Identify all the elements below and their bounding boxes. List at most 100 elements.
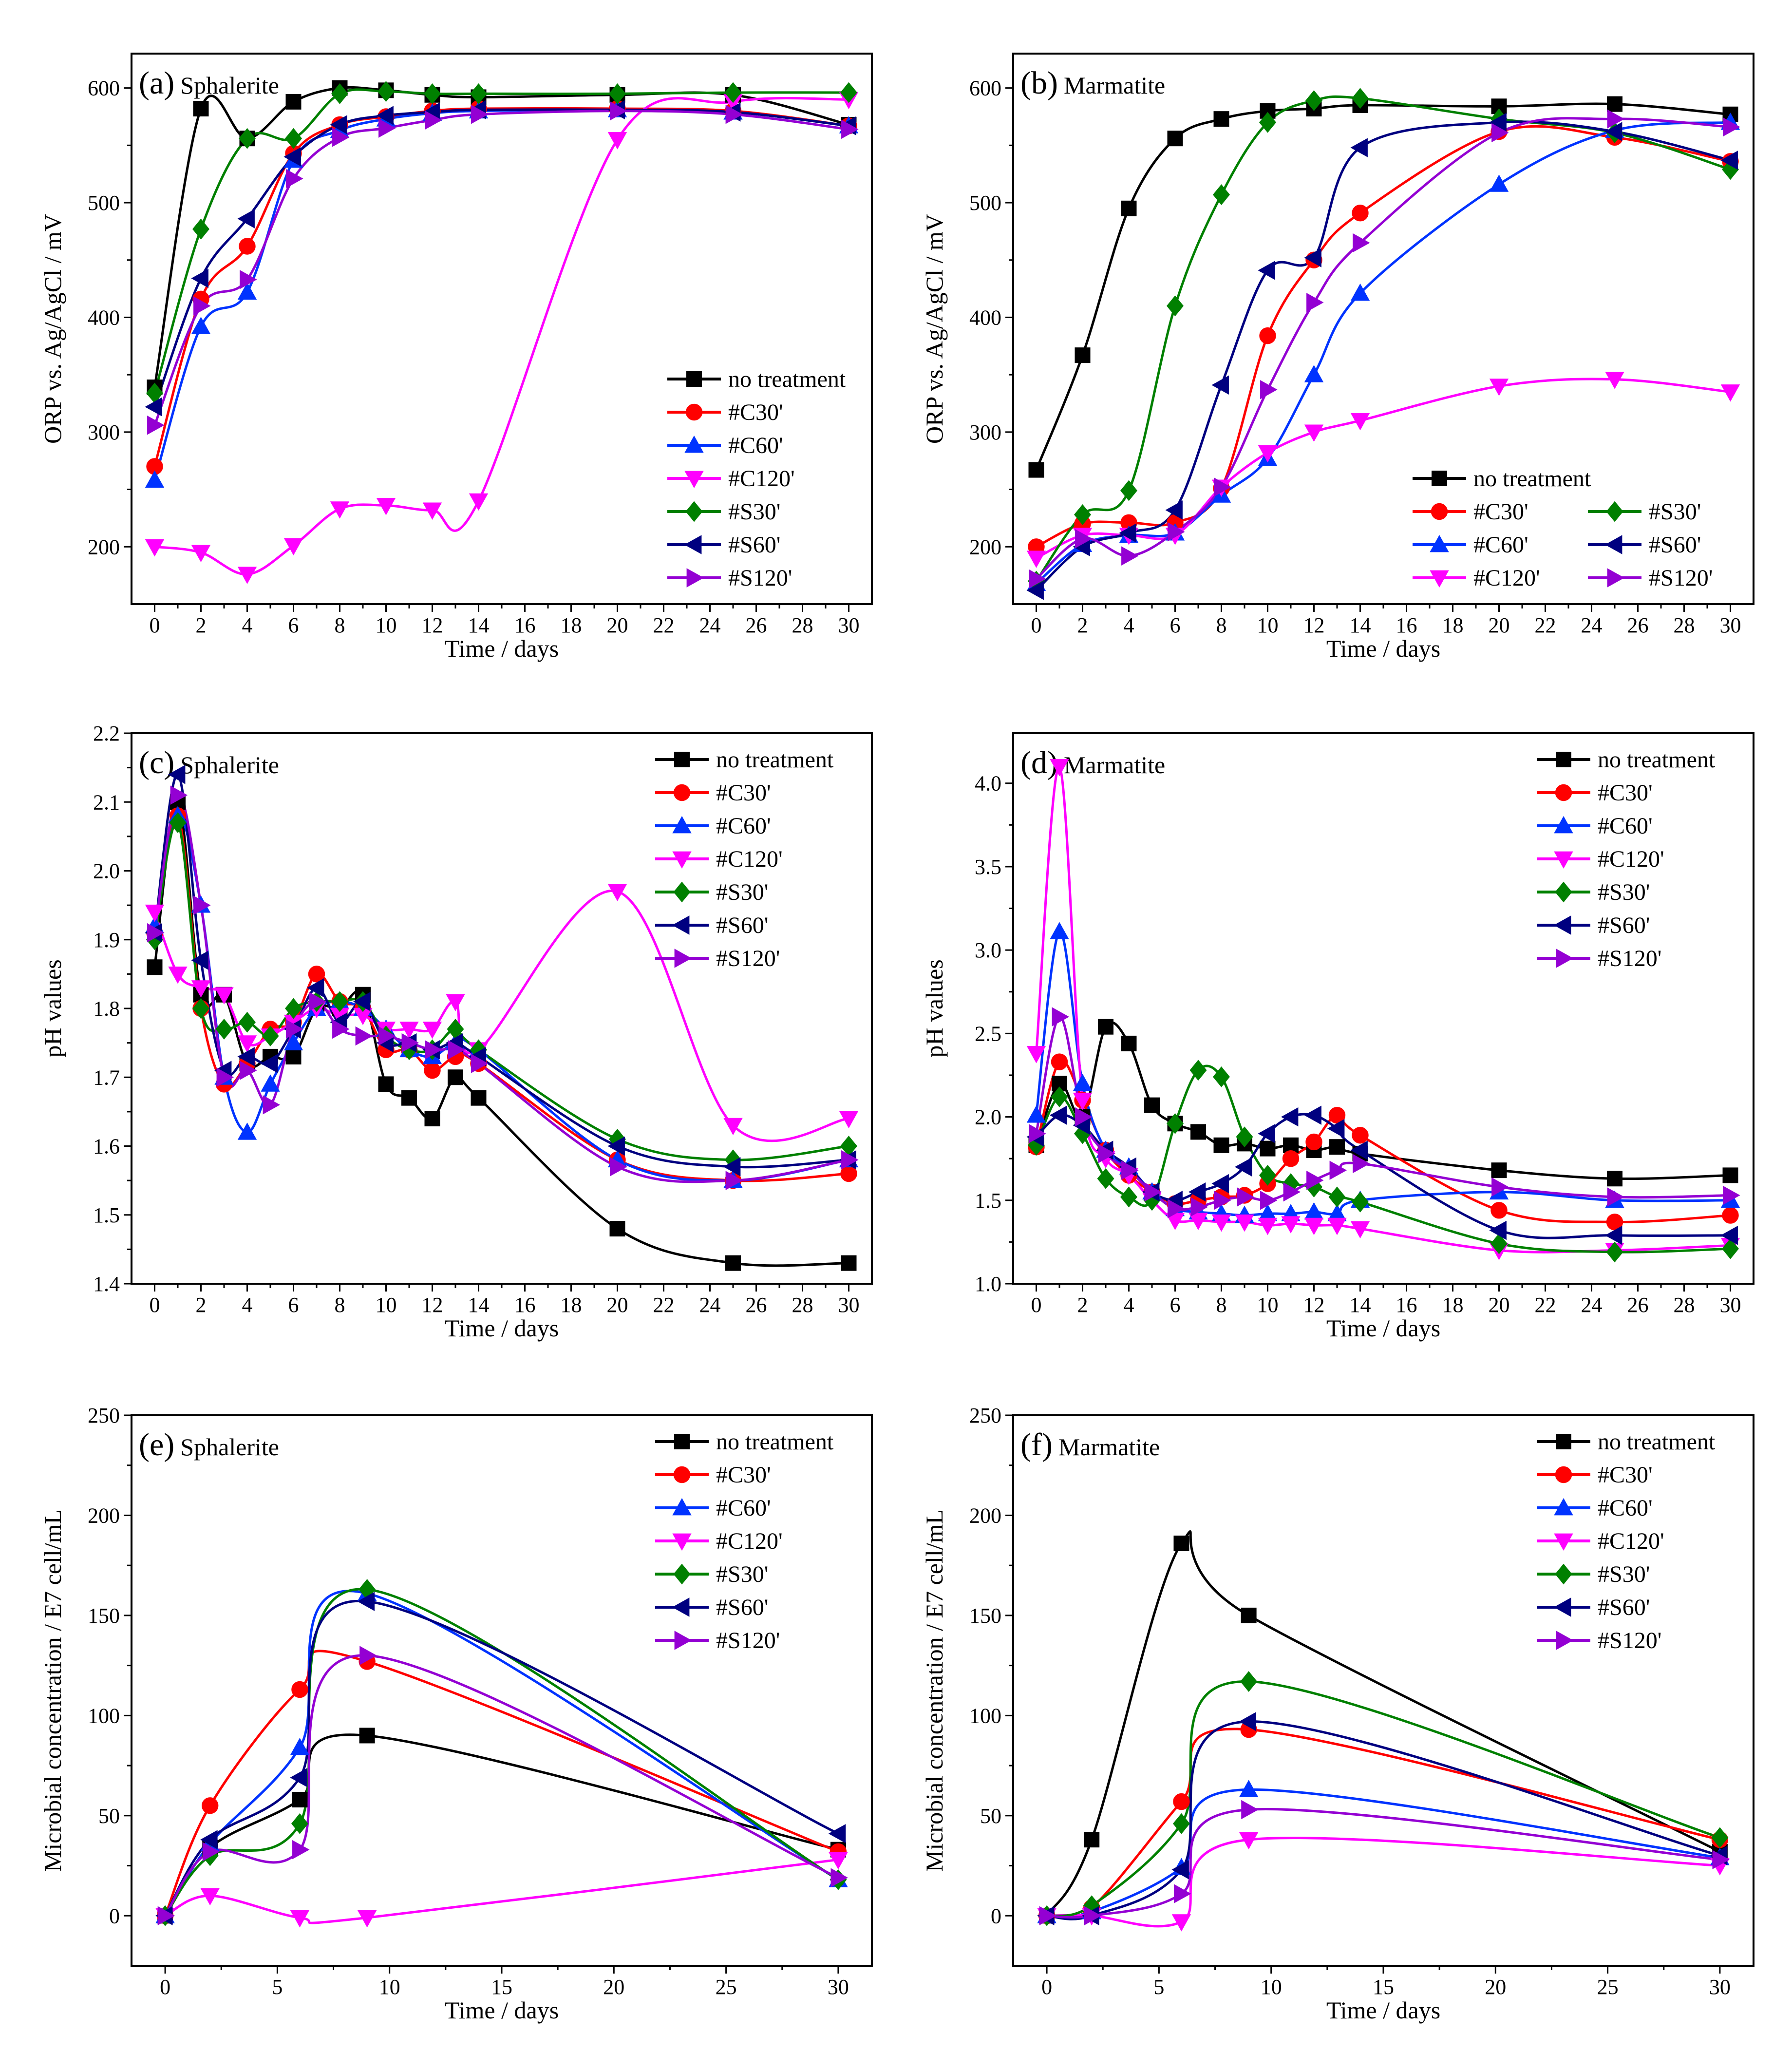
data-point (1144, 1097, 1160, 1113)
y-tick-label: 100 (969, 1704, 1001, 1728)
data-point (357, 1910, 377, 1928)
data-point (290, 1738, 310, 1755)
data-point (1240, 1671, 1258, 1692)
data-point (422, 502, 442, 520)
x-tick-label: 18 (1442, 613, 1464, 637)
data-point (191, 980, 211, 998)
legend-marker (1604, 535, 1622, 554)
legend-label: #C30' (1598, 780, 1653, 806)
data-point (376, 106, 394, 125)
legend-marker (1554, 1498, 1573, 1516)
legend-marker (1554, 851, 1573, 869)
data-point (1213, 1066, 1230, 1087)
y-tick-label: 1.6 (93, 1135, 120, 1159)
series-line-3 (164, 1858, 839, 1924)
data-point (1026, 1105, 1046, 1123)
data-point (1075, 347, 1091, 363)
y-tick-label: 4.0 (975, 772, 1001, 796)
data-point (1084, 1832, 1100, 1848)
series-line-1 (1036, 125, 1731, 548)
y-tick-label: 600 (88, 76, 120, 100)
data-point (607, 1136, 625, 1156)
data-point (448, 1040, 466, 1060)
legend-marker (1556, 1434, 1571, 1449)
data-point (309, 992, 327, 1011)
data-point (168, 765, 186, 784)
data-point (1491, 123, 1509, 143)
x-tick-label: 16 (514, 1293, 536, 1317)
data-point (1258, 1217, 1278, 1235)
y-tick-label: 400 (88, 305, 120, 329)
data-point (1028, 462, 1044, 478)
data-point (725, 1255, 741, 1271)
data-point (1328, 1186, 1346, 1208)
x-tick-label: 12 (1303, 613, 1325, 637)
data-point (1189, 1060, 1207, 1081)
data-point (1236, 1126, 1253, 1148)
legend: no treatment #C30' #C60' #C120' #S30' #S60' #S… (655, 1429, 834, 1653)
x-tick-label: 25 (716, 1975, 737, 1999)
x-tick-label: 18 (1442, 1293, 1464, 1317)
data-point (283, 538, 303, 555)
series-markers (1026, 759, 1740, 1263)
x-tick-label: 14 (468, 613, 490, 637)
data-point (1144, 1182, 1162, 1202)
legend-marker (1556, 1631, 1574, 1650)
legend-marker (685, 501, 703, 522)
data-point (1073, 1092, 1093, 1110)
data-point (471, 1054, 489, 1073)
data-point (1491, 1177, 1509, 1197)
data-point (1607, 109, 1625, 129)
data-point (1353, 233, 1370, 253)
data-point (355, 1026, 373, 1046)
data-point (191, 545, 211, 563)
panel-label: (a) Sphalerite (139, 65, 279, 101)
data-point (1165, 500, 1183, 520)
y-tick-label: 1.9 (93, 928, 120, 952)
panel-title: Marmatite (1058, 1433, 1160, 1461)
data-point (425, 1040, 442, 1060)
series-line-6 (164, 1654, 839, 1917)
data-point (1720, 1225, 1738, 1245)
legend-marker (673, 784, 691, 801)
data-point (1304, 1105, 1321, 1125)
series-line-5 (1035, 1113, 1731, 1239)
data-point (202, 1797, 219, 1814)
legend-label: #C60' (716, 1495, 771, 1521)
series-line-3 (153, 889, 849, 1142)
data-point (286, 1019, 303, 1039)
data-point (147, 959, 163, 975)
data-point (169, 812, 187, 834)
data-point (1241, 1800, 1259, 1820)
data-point (1605, 372, 1624, 389)
data-point (193, 101, 209, 116)
x-tick-label: 6 (1170, 1293, 1181, 1317)
panel-title: Sphalerite (180, 1433, 279, 1461)
data-point (1259, 327, 1276, 344)
data-point (1304, 424, 1324, 442)
y-tick-label: 500 (969, 191, 1001, 215)
x-tick-label: 18 (561, 613, 582, 637)
data-point (840, 82, 857, 103)
data-point (1052, 1007, 1070, 1026)
data-point (401, 1090, 417, 1106)
x-axis-label: Time / days (1326, 1996, 1440, 2024)
data-point (1190, 1124, 1206, 1140)
data-point (1026, 1046, 1046, 1064)
data-point (377, 81, 395, 102)
data-point (828, 1824, 846, 1843)
x-tick-label: 24 (1581, 1293, 1603, 1317)
legend-label: #S30' (716, 879, 768, 905)
data-point (290, 1910, 310, 1928)
data-point (1213, 184, 1230, 205)
legend-label: #S120' (716, 946, 780, 971)
series-line-3 (1047, 1837, 1720, 1928)
legend-label: #S60' (1649, 532, 1701, 558)
data-point (1350, 283, 1370, 301)
data-point (170, 785, 188, 805)
x-tick-label: 20 (1485, 1975, 1506, 1999)
y-axis-label: pH values (39, 959, 66, 1057)
x-tick-label: 18 (561, 1293, 582, 1317)
x-tick-label: 12 (1303, 1293, 1325, 1317)
data-point (285, 128, 302, 149)
